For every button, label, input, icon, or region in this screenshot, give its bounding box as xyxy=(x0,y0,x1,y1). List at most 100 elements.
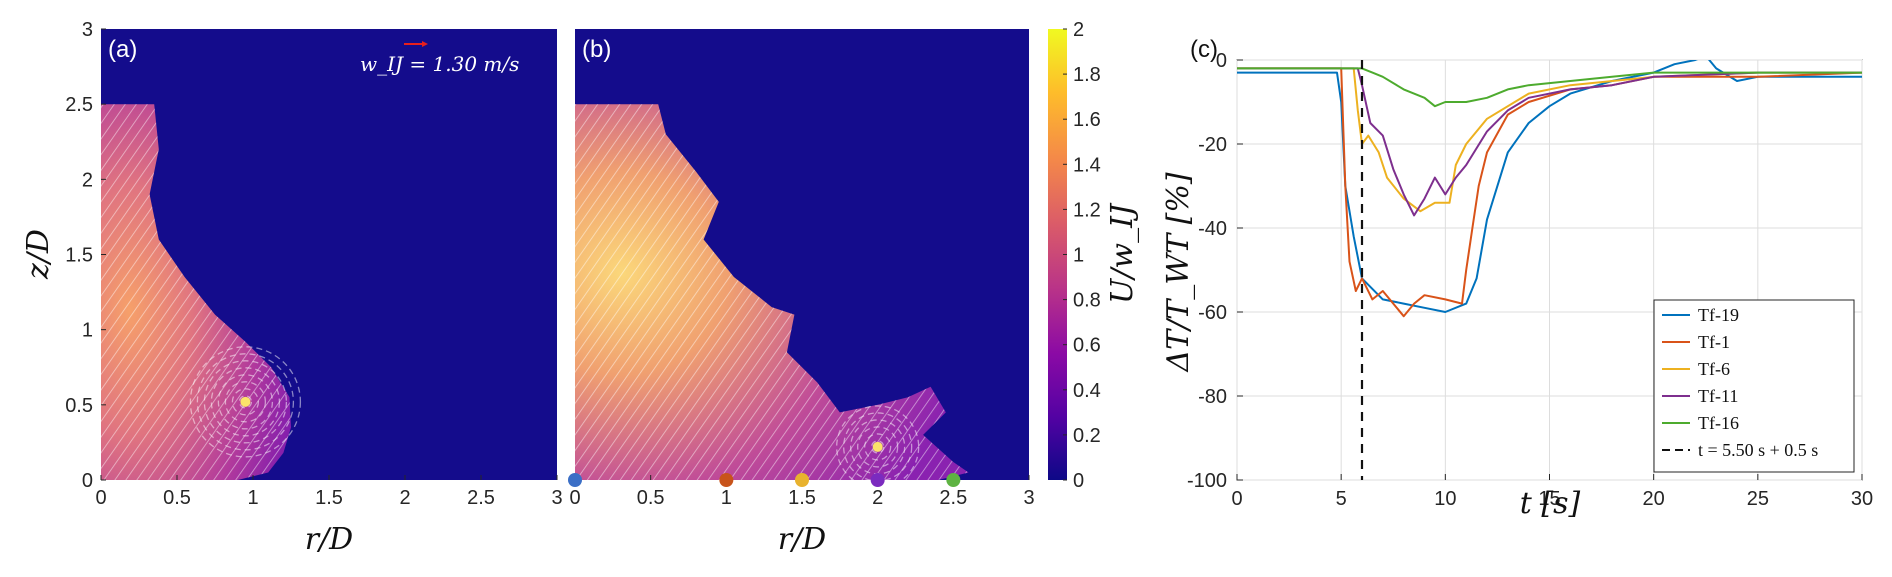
panel-c: (c) 0 5 10 15 20 25 30 0 -20 -40 -60 -80 -100 ΔT/T_W… xyxy=(1161,36,1873,521)
x-tick-label: 0.5 xyxy=(163,487,191,509)
sensor-marker xyxy=(870,473,885,487)
colorbar-tick-label: 0.4 xyxy=(1073,380,1101,402)
colorbar-tick-label: 1 xyxy=(1073,245,1084,267)
x-tick-label: 0 xyxy=(1231,488,1242,510)
colorbar-tick-label: 1.6 xyxy=(1073,109,1101,131)
colorbar-tick-label: 1.4 xyxy=(1073,154,1101,176)
sensor-marker xyxy=(719,473,734,487)
vortex-ring xyxy=(217,374,274,430)
panel-b-x-axis-label: r/D xyxy=(778,522,827,557)
y-tick-label: -60 xyxy=(1198,302,1227,324)
x-tick-label: 3 xyxy=(1023,487,1034,509)
x-tick-label: 10 xyxy=(1434,488,1456,510)
vortex-ring xyxy=(864,433,892,461)
colorbar-tick-label: 0.6 xyxy=(1073,335,1101,357)
legend-label: Tf-16 xyxy=(1698,413,1739,433)
y-tick-label: -40 xyxy=(1198,218,1227,240)
x-tick-label: 0 xyxy=(569,487,580,509)
panel-c-legend: Tf-19 Tf-1 Tf-6 Tf-11 Tf-16 t = 5.50 s + 0.5 … xyxy=(1653,299,1855,473)
vortex-ring xyxy=(238,395,253,409)
y-tick-label: -100 xyxy=(1187,470,1227,492)
series-line-tf-19 xyxy=(1237,60,1862,313)
y-tick-label: 2 xyxy=(82,169,93,191)
x-tick-label: 1 xyxy=(721,487,732,509)
colorbar: 0 0.2 0.4 0.6 0.8 1 1.2 1.4 1.6 1.8 2 U/w_IJ xyxy=(1048,19,1140,492)
panel-b-label: (b) xyxy=(582,36,611,63)
vortex-ring xyxy=(196,353,295,451)
colorbar-tick-label: 0 xyxy=(1073,470,1084,492)
colorbar-tick-label: 1.8 xyxy=(1073,64,1101,86)
x-tick-label: 2.5 xyxy=(939,487,967,509)
y-tick-label: -80 xyxy=(1198,386,1227,408)
panel-c-x-axis-label: t [s] xyxy=(1520,486,1581,521)
series-line-tf-16 xyxy=(1237,67,1862,108)
legend-label: Tf-1 xyxy=(1698,332,1730,352)
vortex-ring xyxy=(203,360,288,444)
panel-a-vortex xyxy=(189,346,302,458)
legend-label: Tf-11 xyxy=(1698,386,1738,406)
x-tick-label: 1.5 xyxy=(315,487,343,509)
colorbar-tick-label: 2 xyxy=(1073,19,1084,41)
series-line-tf-11 xyxy=(1237,67,1862,217)
panel-c-y-axis-label: ΔT/T_WT [%] xyxy=(1161,172,1196,372)
sensor-marker xyxy=(795,473,809,487)
reference-vector-label: w_IJ = 1.30 m/s xyxy=(360,52,519,76)
panel-c-label: (c) xyxy=(1190,36,1218,63)
y-tick-label: 1.5 xyxy=(65,245,93,267)
x-tick-label: 2 xyxy=(872,487,883,509)
y-tick-label: -20 xyxy=(1198,134,1227,156)
x-tick-label: 20 xyxy=(1643,488,1665,510)
panel-a-y-axis-label: z/D xyxy=(21,229,56,280)
vortex-core xyxy=(240,396,251,407)
vortex-ring xyxy=(210,367,281,437)
y-tick-label: 0 xyxy=(1216,50,1227,72)
x-tick-label: 25 xyxy=(1747,488,1769,510)
legend-label: t = 5.50 s + 0.5 s xyxy=(1698,440,1818,460)
y-tick-label: 0.5 xyxy=(65,395,93,417)
x-tick-label: 30 xyxy=(1851,488,1873,510)
sensor-markers xyxy=(568,473,961,487)
vortex-ring xyxy=(189,346,302,458)
colorbar-ticks: 0 0.2 0.4 0.6 0.8 1 1.2 1.4 1.6 1.8 2 xyxy=(1063,19,1101,492)
panel-a-x-axis-label: r/D xyxy=(305,522,354,557)
panel-a-velocity-vectors xyxy=(101,104,291,480)
legend-label: Tf-6 xyxy=(1698,359,1730,379)
panel-a: (a) w_IJ = 1.30 m/s 0 0.5 1 1.5 2 2.5 3 0 0.5 1 1.… xyxy=(21,19,563,557)
y-tick-label: 0 xyxy=(82,470,93,492)
colorbar-tick-label: 0.8 xyxy=(1073,290,1101,312)
colorbar-tick-label: 1.2 xyxy=(1073,199,1101,221)
vortex-ring xyxy=(857,426,899,468)
vortex-ring xyxy=(843,412,913,480)
sensor-marker xyxy=(568,473,582,487)
x-tick-label: 15 xyxy=(1538,488,1560,510)
colorbar-gradient xyxy=(1048,29,1067,480)
x-tick-label: 0 xyxy=(95,487,106,509)
panel-a-ticks: 0 0.5 1 1.5 2 2.5 3 0 0.5 1 1.5 2 2.5 3 xyxy=(65,19,562,509)
colorbar-label: U/w_IJ xyxy=(1105,202,1140,304)
x-tick-label: 3 xyxy=(551,487,562,509)
x-tick-label: 2.5 xyxy=(467,487,495,509)
panel-b: (b) 0 0.5 1 1.5 2 2.5 3 r/D xyxy=(568,29,1035,557)
reference-vector-arrowhead xyxy=(422,41,428,47)
vortex-ring xyxy=(224,381,267,423)
x-tick-label: 2 xyxy=(399,487,410,509)
y-tick-label: 3 xyxy=(82,19,93,41)
vortex-ring xyxy=(836,405,920,480)
x-tick-label: 1 xyxy=(247,487,258,509)
vortex-ring xyxy=(871,440,885,454)
panel-b-ticks: 0 0.5 1 1.5 2 2.5 3 xyxy=(569,475,1035,509)
y-tick-label: 2.5 xyxy=(65,94,93,116)
x-tick-label: 5 xyxy=(1336,488,1347,510)
vortex-core xyxy=(872,441,883,452)
colorbar-tick-label: 0.2 xyxy=(1073,425,1101,447)
legend-label: Tf-19 xyxy=(1698,305,1739,325)
panel-a-label: (a) xyxy=(108,36,137,63)
panel-b-velocity-vectors xyxy=(575,104,969,480)
vortex-ring xyxy=(231,388,260,416)
y-tick-label: 1 xyxy=(82,320,93,342)
sensor-marker xyxy=(946,473,961,487)
x-tick-label: 0.5 xyxy=(637,487,665,509)
legend-box xyxy=(1653,299,1855,473)
panel-c-ticks: 0 5 10 15 20 25 30 0 -20 -40 -60 -80 -100 xyxy=(1187,50,1873,510)
